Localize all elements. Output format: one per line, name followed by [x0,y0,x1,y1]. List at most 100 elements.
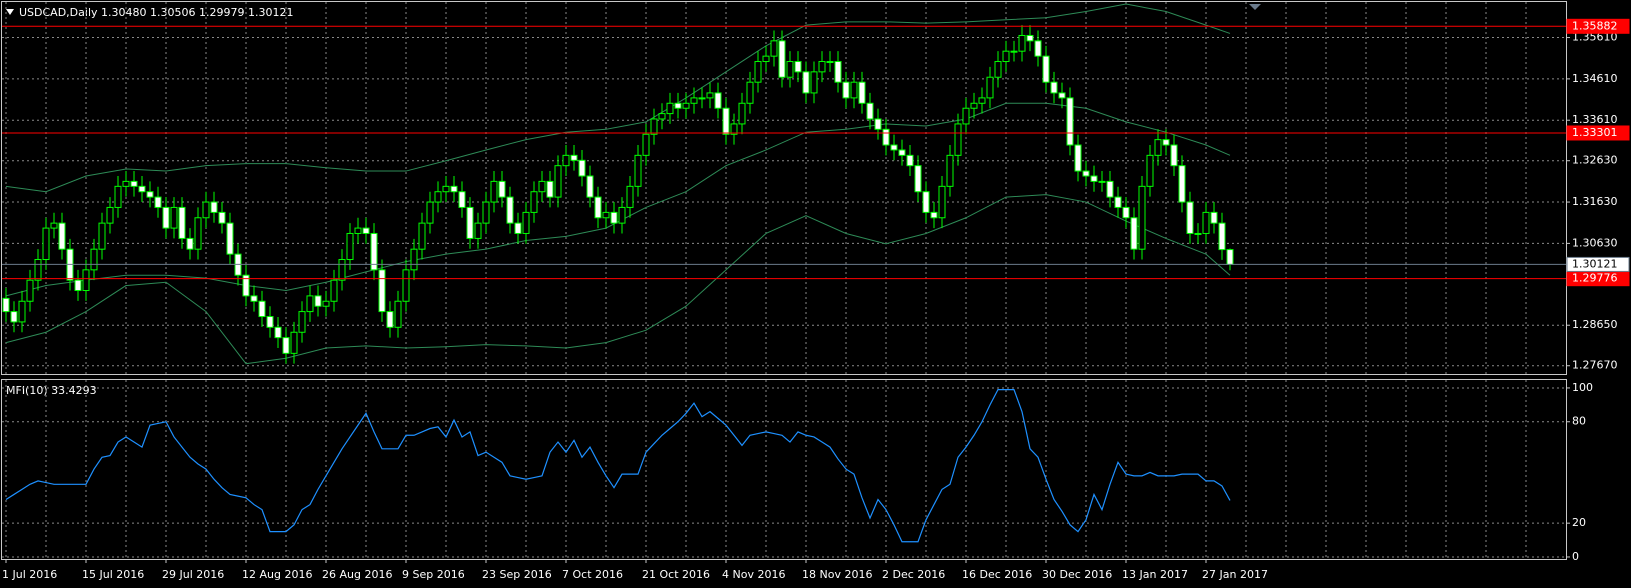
candle-body [1098,180,1106,183]
candle-body [290,331,298,354]
y-tick-label: 1.33610 [1572,113,1618,126]
candle-body [1122,206,1130,219]
price-label-box [1566,18,1630,34]
candle-body [394,300,402,328]
candle-body [154,196,162,208]
candle-body [506,196,514,224]
candle-body [2,297,10,313]
price-label: 1.29776 [1572,272,1618,285]
candle-body [378,269,386,313]
candle-body [1010,50,1018,53]
candle-body [802,71,810,94]
candle-body [474,222,482,239]
candle-body [282,337,290,354]
candle-body [562,154,570,167]
candle-body [1162,139,1170,146]
menu-triangle[interactable] [6,9,14,15]
candle-body [34,259,42,281]
mfi-title: MFI(10) 33.4293 [6,384,97,397]
x-tick-label: 12 Aug 2016 [242,568,312,581]
candle-body [1042,55,1050,83]
candle-body [410,248,418,271]
candle-body [570,154,578,161]
candle-body [130,180,138,187]
x-tick-label: 7 Oct 2016 [562,568,623,581]
candle-body [882,128,890,146]
candle-body [722,107,730,135]
candle-body [298,311,306,333]
candle-body [594,196,602,219]
candle-body [10,311,18,323]
candle-body [106,206,114,224]
candle-body [354,227,362,234]
candle-body [778,40,786,78]
x-tick-label: 29 Jul 2016 [162,568,224,581]
candle-body [522,211,530,234]
candle-body [1002,50,1010,63]
candle-body [98,222,106,250]
x-tick-label: 9 Sep 2016 [402,568,465,581]
price-label: 1.33301 [1572,126,1618,139]
candle-body [994,61,1002,78]
candle-body [786,61,794,78]
candle-body [682,102,690,109]
candle-body [170,206,178,229]
candle-body [202,201,210,219]
candle-body [1194,232,1202,235]
shift-marker [1249,4,1261,10]
candle-body [930,211,938,219]
candle-body [810,71,818,94]
x-tick-label: 16 Dec 2016 [962,568,1032,581]
candle-body [418,222,426,250]
candle-body [442,185,450,193]
candle-body [730,123,738,135]
candle-body [834,61,842,83]
candle-body [874,118,882,130]
candle-body [698,97,706,100]
candle-body [362,227,370,234]
x-tick-label: 27 Jan 2017 [1202,568,1268,581]
candle-body [954,123,962,156]
y-tick-label: 1.34610 [1572,72,1618,85]
candle-body [42,227,50,261]
price-pane-frame [1,1,1567,375]
candle-body [946,154,954,187]
candle-body [1226,249,1234,265]
candle-body [1130,217,1138,250]
candle-body [1170,144,1178,167]
candle-body [1026,34,1034,42]
x-tick-label: 26 Aug 2016 [322,568,392,581]
candle-body [466,206,474,239]
candle-body [826,61,834,64]
candle-body [922,191,930,213]
candle-body [602,211,610,219]
candle-body [1074,144,1082,172]
candle-body [26,279,34,302]
candle-body [530,191,538,213]
candle-body [306,295,314,313]
candle-body [330,279,338,302]
candle-body [218,211,226,224]
x-tick-label: 21 Oct 2016 [642,568,710,581]
candle-body [746,81,754,104]
candle-body [1154,139,1162,156]
x-tick-label: 30 Dec 2016 [1042,568,1112,581]
candle-body [162,206,170,229]
candle-body [1090,175,1098,182]
price-label-box [1566,125,1630,141]
candle-body [754,61,762,83]
candle-body [90,248,98,271]
candle-body [450,185,458,193]
candle-body [706,92,714,99]
x-tick-label: 15 Jul 2016 [82,568,144,581]
candle-body [914,165,922,193]
x-tick-label: 4 Nov 2016 [722,568,785,581]
candle-body [1082,170,1090,177]
candle-body [762,55,770,63]
candle-body [538,180,546,193]
candle-body [1186,201,1194,234]
x-tick-label: 1 Jul 2016 [2,568,57,581]
candle-body [818,61,826,73]
